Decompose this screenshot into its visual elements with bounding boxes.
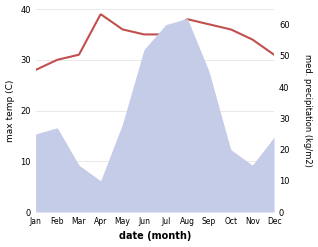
Y-axis label: max temp (C): max temp (C) [5,79,15,142]
X-axis label: date (month): date (month) [119,231,191,242]
Y-axis label: med. precipitation (kg/m2): med. precipitation (kg/m2) [303,54,313,167]
